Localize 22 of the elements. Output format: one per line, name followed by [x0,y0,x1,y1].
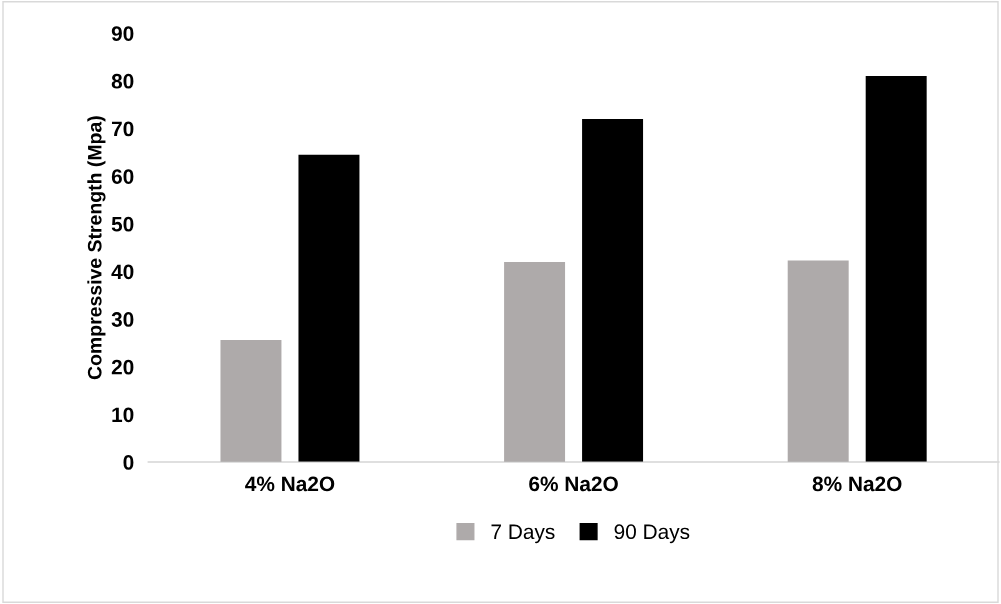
bar [220,340,282,463]
bar [787,260,849,463]
y-tick-label: 50 [111,216,134,232]
y-tick-label: 90 [111,26,134,41]
y-tick-label: 70 [111,121,134,137]
x-tick-label: 8% Na2O [812,476,902,492]
bar [504,261,566,463]
y-tick-label: 20 [111,359,134,375]
x-tick-label: 6% Na2O [529,476,618,492]
legend-label: 90 Days [614,524,690,544]
bar [298,154,360,463]
legend-label: 7 Days [491,524,555,544]
y-tick-label: 40 [111,264,134,280]
x-tick-label: 4% Na2O [245,476,335,492]
y-tick-label: 0 [123,455,134,470]
bar [582,118,644,463]
y-tick-label: 30 [111,312,134,327]
y-tick-label: 10 [112,407,134,423]
bar [865,76,927,463]
y-axis-title: Compressive Strength (Mpa) [87,116,106,380]
y-tick-label: 80 [111,73,134,89]
y-tick-label: 60 [111,169,134,184]
